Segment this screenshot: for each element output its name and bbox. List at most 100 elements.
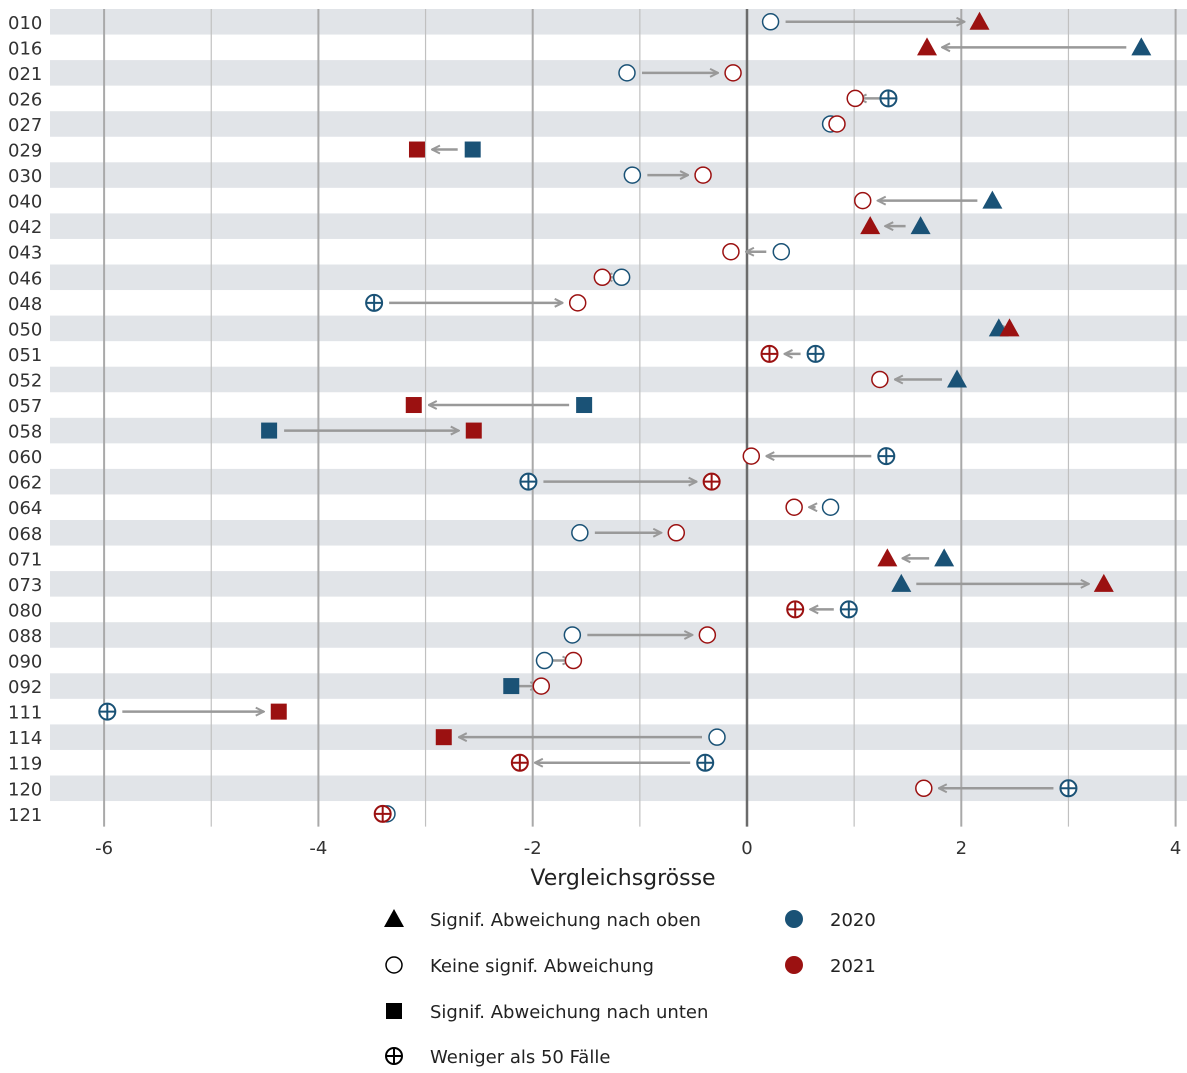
point-2021 [593,268,612,287]
point-2021 [373,804,392,823]
row-label: 088 [8,626,42,647]
row-bands [50,9,1187,802]
row-label: 090 [8,652,42,673]
x-tick-label: -2 [524,838,542,859]
point-2020 [623,166,642,184]
row-label: 073 [8,575,42,596]
row-label: 068 [8,524,42,545]
row-label: 062 [8,473,42,494]
point-2021 [871,370,889,389]
legend-symbol-triangle [384,909,404,927]
row-label: 064 [8,498,42,519]
point-2021 [828,115,846,133]
point-2021 [405,397,422,414]
row-label: 021 [8,64,42,85]
legend: Signif. Abweichung nach oben Keine signif… [384,909,876,1068]
point-2021 [846,89,864,108]
legend-symbol-circle [385,956,403,974]
row-label: 119 [8,754,42,775]
point-2021 [760,344,779,363]
point-2021 [853,191,872,210]
row-band [50,213,1187,239]
point-2021 [722,242,740,261]
point-2020 [1059,779,1078,798]
row-band [50,673,1187,699]
row-label: 010 [8,13,42,34]
point-2020 [571,524,589,542]
point-2020 [519,472,538,491]
point-2020 [910,216,931,235]
legend-label: Keine signif. Abweichung [430,956,654,977]
point-2020 [464,141,481,158]
data-points [98,11,1152,823]
point-2020 [535,651,554,670]
point-2021 [667,524,686,542]
point-2020 [947,369,968,388]
point-2021 [969,11,990,30]
x-axis-title: Vergleichsgrösse [530,866,715,891]
x-tick-label: -6 [95,838,113,859]
row-label: 029 [8,141,42,162]
legend-label: Signif. Abweichung nach unten [430,1002,708,1023]
legend-symbol-crosscircle [385,1047,403,1065]
row-band [50,111,1187,137]
point-2021 [532,677,551,695]
point-2020 [982,190,1003,209]
x-tick-label: -4 [309,838,327,859]
point-2020 [261,422,278,439]
point-2020 [1131,37,1152,56]
point-2021 [1093,573,1114,592]
point-2020 [806,344,825,363]
point-2020 [98,702,117,721]
x-tick-label: 0 [741,838,752,859]
row-label: 051 [8,345,42,366]
row-label: 052 [8,370,42,391]
point-2020 [877,447,896,466]
row-label: 120 [8,779,42,800]
x-tick-label: 2 [956,838,967,859]
point-2020 [618,64,636,82]
point-2020 [696,753,715,772]
point-2021 [915,779,933,798]
row-label: 016 [8,38,42,59]
x-tick-labels: -6 -4 -2 0 2 4 [95,838,1181,859]
point-2021 [724,64,742,82]
point-2021 [785,498,803,516]
row-label: 042 [8,217,42,238]
point-2020 [503,678,520,695]
row-label: 092 [8,677,42,698]
legend-year-label: 2020 [830,910,876,931]
point-2020 [934,548,955,567]
row-label: 111 [8,703,42,724]
point-2021 [510,753,529,772]
point-2021 [270,703,287,720]
point-2021 [917,37,938,56]
point-2020 [365,293,384,312]
row-label: 080 [8,600,42,621]
point-2021 [568,294,587,312]
x-tick-label: 4 [1170,838,1181,859]
row-label: 046 [8,268,42,289]
point-2020 [879,89,898,108]
point-2020 [772,242,791,261]
legend-year-label: 2021 [830,956,876,977]
point-2020 [708,728,726,746]
point-2020 [761,13,780,31]
legend-year-2021 [785,956,803,974]
point-2021 [698,626,717,644]
row-label: 057 [8,396,42,417]
legend-label: Signif. Abweichung nach oben [430,910,701,931]
row-band [50,417,1187,444]
point-2020 [891,573,912,592]
point-2021 [999,318,1020,337]
point-2021 [860,216,881,235]
row-label: 048 [8,294,42,315]
point-2020 [612,268,631,287]
row-label: 060 [8,447,42,468]
point-2021 [435,729,452,746]
point-2021 [702,472,721,491]
point-2021 [786,600,805,619]
point-2021 [465,422,482,439]
point-2021 [877,548,898,567]
